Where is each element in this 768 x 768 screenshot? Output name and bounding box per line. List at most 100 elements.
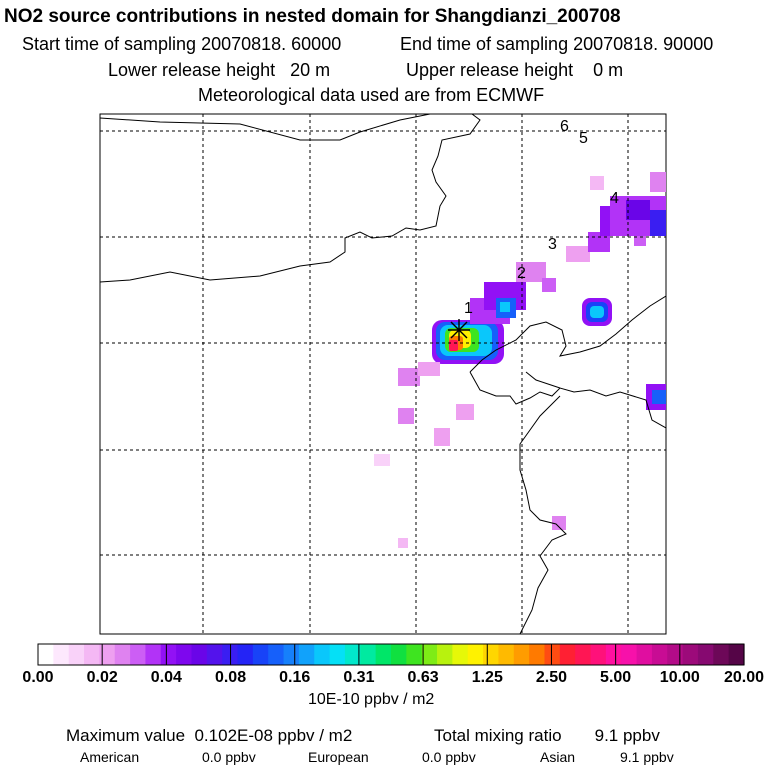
plume-cell <box>516 262 546 282</box>
colorbar-swatch <box>605 644 622 665</box>
colorbar-tick-label: 2.50 <box>535 669 568 686</box>
european-value: 0.0 ppbv <box>422 749 476 765</box>
plume-cell <box>398 538 408 548</box>
colorbar-swatch <box>314 644 331 665</box>
colorbar-border <box>37 643 745 666</box>
colorbar-swatch <box>191 644 208 665</box>
plume-cell <box>500 302 510 312</box>
coast-line <box>469 295 666 373</box>
trajectory-label: 6 <box>560 118 569 135</box>
plume-cell <box>542 278 556 292</box>
concentration-field <box>374 172 666 548</box>
colorbar-swatch <box>84 644 100 665</box>
colorbar-swatch <box>237 644 254 665</box>
asian-value: 9.1 ppbv <box>620 749 674 765</box>
colorbar-swatch <box>406 644 423 665</box>
total-mixing-ratio: Total mixing ratio 9.1 ppbv <box>434 726 660 745</box>
plume-cell <box>652 390 666 404</box>
colorbar-swatch <box>206 644 223 665</box>
colorbar-tick-label: 20.00 <box>723 669 765 686</box>
plume-cell <box>418 362 440 376</box>
colorbar-swatch <box>544 644 561 665</box>
colorbar-tick-label: 0.08 <box>214 669 247 686</box>
colorbar-swatch <box>529 644 546 665</box>
trajectory-labels: 1 2 3 4 5 6 <box>464 118 619 317</box>
plume-cell <box>552 516 566 530</box>
graticule <box>100 114 666 634</box>
colorbar-tick-label: 0.02 <box>86 669 118 686</box>
sampling-start: Start time of sampling 20070818. 60000 <box>22 34 342 54</box>
colorbar-swatch <box>421 644 438 665</box>
maximum-value: Maximum value 0.102E-08 ppbv / m2 <box>66 726 353 745</box>
colorbar-swatch <box>329 644 346 665</box>
colorbar-swatch <box>697 644 714 665</box>
colorbar-swatch <box>498 644 515 665</box>
colorbar-swatch <box>682 644 699 665</box>
border-line <box>100 114 431 141</box>
colorbar-swatch <box>252 644 269 665</box>
plume-cell <box>634 236 646 246</box>
colorbar-swatch <box>452 644 469 665</box>
colorbar-swatch <box>651 644 668 665</box>
colorbar-swatch <box>590 644 607 665</box>
colorbar-swatch <box>636 644 653 665</box>
colorbar-swatch <box>437 644 453 665</box>
colorbar <box>37 643 745 666</box>
colorbar-swatch <box>728 644 745 665</box>
colorbar-swatch <box>160 644 177 665</box>
coast-line <box>469 371 666 429</box>
trajectory-label: 1 <box>464 300 473 317</box>
colorbar-swatch <box>391 644 407 665</box>
colorbar-tick-label: 0.31 <box>343 669 375 686</box>
coast-line <box>525 371 561 389</box>
colorbar-tick-label: 0.16 <box>279 669 311 686</box>
colorbar-swatch <box>145 644 162 665</box>
plume-cell <box>374 454 390 466</box>
colorbar-swatch <box>99 644 116 665</box>
american-value: 0.0 ppbv <box>202 749 256 765</box>
colorbar-swatch <box>38 644 54 665</box>
colorbar-swatch <box>360 644 377 665</box>
colorbar-swatch <box>68 644 85 665</box>
colorbar-swatch <box>53 644 70 665</box>
plume-cell <box>456 404 474 420</box>
colorbar-swatch <box>375 644 392 665</box>
colorbar-swatch <box>176 644 193 665</box>
asian-label: Asian <box>540 749 576 765</box>
colorbar-tick-label: 0.00 <box>22 669 54 686</box>
coast-line <box>519 395 567 634</box>
colorbar-tick-label: 0.04 <box>150 669 182 686</box>
colorbar-swatch <box>575 644 592 665</box>
colorbar-swatch <box>268 644 285 665</box>
colorbar-swatch <box>344 644 361 665</box>
plume-cell <box>590 306 604 318</box>
plume-cell <box>398 408 414 424</box>
colorbar-swatch <box>667 644 684 665</box>
plume-cell <box>650 172 666 192</box>
plume-cell <box>650 210 666 236</box>
colorbar-unit: 10E-10 ppbv / m2 <box>308 691 435 708</box>
colorbar-tick-label: 0.63 <box>407 669 439 686</box>
plume-cell <box>590 176 604 190</box>
plume-cell <box>626 200 650 220</box>
colorbar-swatch <box>130 644 147 665</box>
trajectory-label: 5 <box>579 130 588 147</box>
american-label: American <box>80 749 140 765</box>
meteo-source: Meteorological data used are from ECMWF <box>198 85 545 105</box>
plume-cell <box>566 246 590 262</box>
colorbar-swatch <box>713 644 730 665</box>
colorbar-swatch <box>114 644 131 665</box>
plot-frame <box>99 113 667 635</box>
colorbar-swatch <box>559 644 576 665</box>
colorbar-swatch <box>483 644 500 665</box>
colorbar-tick-label: 5.00 <box>600 669 632 686</box>
colorbar-swatch <box>467 644 484 665</box>
colorbar-tick-label: 1.25 <box>471 669 503 686</box>
colorbar-swatch <box>283 644 300 665</box>
plume-cell <box>398 368 420 386</box>
release-lower: Lower release height 20 m <box>108 60 331 80</box>
trajectory-label: 2 <box>517 265 526 282</box>
sampling-end: End time of sampling 20070818. 90000 <box>400 34 714 54</box>
trajectory-label: 3 <box>548 236 557 253</box>
